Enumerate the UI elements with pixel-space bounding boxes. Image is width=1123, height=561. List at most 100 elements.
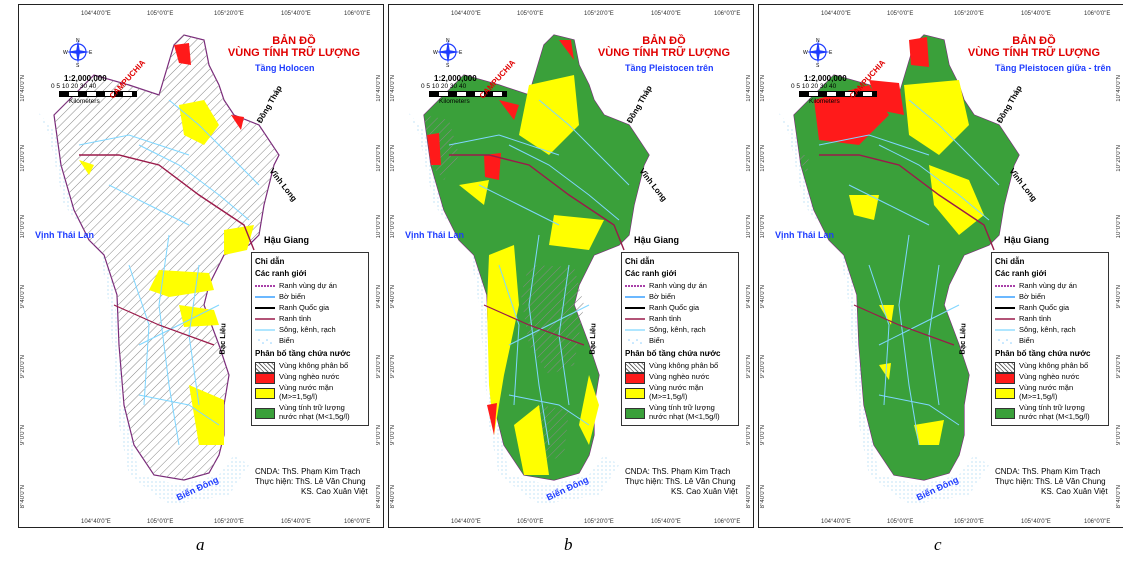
legend-label: Vùng nghèo nước bbox=[649, 372, 710, 381]
scale-bar bbox=[59, 91, 137, 97]
credits: CNDA: ThS. Phạm Kim Trạch Thực hiện: ThS… bbox=[995, 467, 1108, 497]
graticule-label: 10°0'0"N bbox=[746, 215, 752, 239]
legend-label: Ranh tỉnh bbox=[649, 314, 682, 323]
graticule-label: 105°20'0"E bbox=[214, 519, 244, 525]
figure-caption: a bbox=[196, 535, 205, 554]
zone-yellow bbox=[189, 385, 224, 445]
project-boundary-symbol bbox=[255, 282, 275, 290]
graticule-label: 10°0'0"N bbox=[20, 215, 26, 239]
legend-item: Bờ biển bbox=[625, 292, 735, 301]
poor-water-swatch bbox=[625, 372, 645, 384]
graticule-label: 105°40'0"E bbox=[281, 519, 311, 525]
legend-title: Chỉ dẫn bbox=[255, 257, 285, 266]
legend-aquifer-title: Phân bố tầng chứa nước bbox=[625, 349, 721, 358]
national-boundary-symbol bbox=[995, 304, 1015, 312]
map-title: BẢN ĐỒ VÙNG TÍNH TRỮ LƯỢNG bbox=[967, 35, 1101, 59]
scale-numbers: 0 5 10 20 30 40 bbox=[51, 83, 97, 90]
graticule-label: 105°40'0"E bbox=[651, 519, 681, 525]
graticule-label: 9°0'0"N bbox=[376, 425, 382, 446]
zone-yellow bbox=[914, 420, 944, 445]
coast-symbol bbox=[625, 293, 645, 301]
zone-red bbox=[869, 80, 904, 115]
project-boundary-symbol bbox=[995, 282, 1015, 290]
province-boundary bbox=[483, 304, 585, 346]
north-arrow-icon: N S E W bbox=[803, 37, 833, 69]
river-symbol bbox=[625, 326, 645, 334]
graticule-label: 105°0'0"E bbox=[887, 11, 914, 17]
graticule-label: 8°40'0"N bbox=[20, 485, 26, 509]
graticule-label: 104°40'0"E bbox=[821, 11, 851, 17]
zone-red bbox=[499, 100, 519, 120]
saline-water-swatch bbox=[625, 388, 645, 399]
legend-label: Vùng nước mặn (M>=1,5g/l) bbox=[1019, 383, 1074, 401]
zone-yellow bbox=[79, 160, 94, 175]
graticule-label: 9°40'0"N bbox=[390, 285, 396, 309]
sea-symbol bbox=[255, 337, 275, 345]
graticule-label: 10°20'0"N bbox=[20, 145, 26, 172]
label-bac-lieu: Bạc Liêu bbox=[587, 323, 598, 355]
legend-label: Bờ biển bbox=[1019, 292, 1046, 301]
legend-label: Vùng tính trữ lượng nước nhạt (M<1,5g/l) bbox=[1019, 403, 1090, 421]
graticule-label: 8°40'0"N bbox=[746, 485, 752, 509]
graticule-label: 10°20'0"N bbox=[376, 145, 382, 172]
graticule-label: 105°40'0"E bbox=[281, 11, 311, 17]
north-arrow-icon: N S E W bbox=[63, 37, 93, 69]
credit-cnda: CNDA: ThS. Phạm Kim Trạch bbox=[995, 467, 1101, 476]
compass-e: E bbox=[89, 50, 93, 56]
graticule-label: 105°0'0"E bbox=[147, 519, 174, 525]
map-canvas bbox=[779, 34, 1020, 505]
legend-label: Vùng nước mặn (M>=1,5g/l) bbox=[649, 383, 704, 401]
figure-caption: b bbox=[564, 535, 573, 554]
legend-aquifer-title: Phân bố tầng chứa nước bbox=[995, 349, 1091, 358]
scale-unit: Kilometers bbox=[439, 98, 470, 105]
province-boundary bbox=[819, 154, 995, 251]
figure-caption: c bbox=[934, 535, 942, 554]
legend-item: Vùng nghèo nước bbox=[255, 372, 365, 384]
zone-yellow bbox=[879, 363, 891, 380]
legend-item: Ranh tỉnh bbox=[995, 314, 1105, 323]
scale-ratio: 1:2,000,000 bbox=[434, 74, 477, 83]
legend-item: Sông, kênh, rạch bbox=[255, 325, 365, 334]
compass-s: S bbox=[76, 63, 80, 67]
legend-label: Vùng không phân bố bbox=[649, 361, 719, 370]
province-boundary-symbol bbox=[625, 315, 645, 323]
scale-numbers: 0 5 10 20 30 40 bbox=[791, 83, 837, 90]
zone-red bbox=[559, 40, 574, 60]
legend-item: Vùng nghèo nước bbox=[995, 372, 1105, 384]
legend-item: Ranh Quốc gia bbox=[995, 303, 1105, 312]
graticule-label: 8°40'0"N bbox=[760, 485, 766, 509]
graticule-label: 105°20'0"E bbox=[214, 11, 244, 17]
graticule-label: 9°0'0"N bbox=[746, 425, 752, 446]
graticule-label: 8°40'0"N bbox=[376, 485, 382, 509]
map-canvas bbox=[39, 34, 280, 505]
legend-label: Biển bbox=[279, 336, 295, 345]
legend-aquifer-title: Phân bố tầng chứa nước bbox=[255, 349, 351, 358]
graticule-label: 105°0'0"E bbox=[147, 11, 174, 17]
poor-water-swatch bbox=[255, 372, 275, 384]
legend-label: Sông, kênh, rạch bbox=[279, 325, 336, 334]
legend-item: Vùng tính trữ lượng nước nhạt (M<1,5g/l) bbox=[995, 403, 1105, 421]
province-boundary-symbol bbox=[255, 315, 275, 323]
zone-yellow bbox=[879, 305, 894, 325]
legend-item: Ranh tỉnh bbox=[255, 314, 365, 323]
graticule-label: 105°20'0"E bbox=[954, 11, 984, 17]
scale-unit: Kilometers bbox=[809, 98, 840, 105]
river-symbol bbox=[995, 326, 1015, 334]
graticule-label: 9°20'0"N bbox=[376, 355, 382, 379]
zone-red bbox=[427, 133, 441, 165]
north-arrow-icon: N S E W bbox=[433, 37, 463, 69]
project-boundary-symbol bbox=[625, 282, 645, 290]
province-boundary-symbol bbox=[995, 315, 1015, 323]
compass-w: W bbox=[803, 50, 808, 56]
zone-hatch bbox=[54, 35, 279, 480]
map-canvas bbox=[409, 34, 650, 505]
legend-item: Vùng nước mặn (M>=1,5g/l) bbox=[625, 383, 735, 401]
graticule-label: 9°20'0"N bbox=[20, 355, 26, 379]
fresh-water-swatch bbox=[995, 408, 1015, 419]
legend-item: Ranh vùng dự án bbox=[625, 281, 735, 290]
legend-label: Ranh vùng dự án bbox=[649, 281, 707, 290]
no-distribution-swatch bbox=[995, 361, 1015, 373]
graticule-label: 105°20'0"E bbox=[584, 519, 614, 525]
graticule-label: 10°0'0"N bbox=[1116, 215, 1122, 239]
legend-label: Bờ biển bbox=[279, 292, 306, 301]
